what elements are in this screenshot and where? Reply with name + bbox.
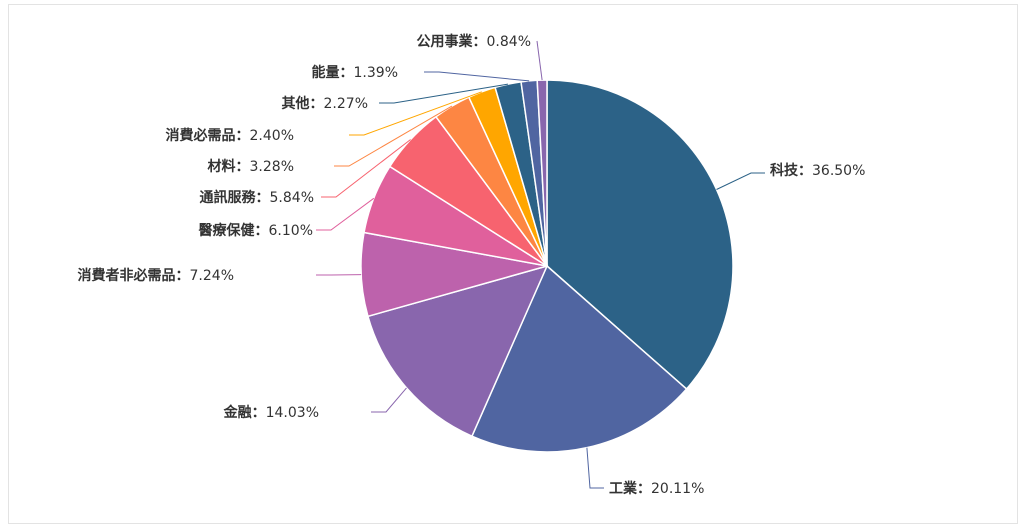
leader-line [536, 40, 543, 81]
leader-line [349, 91, 482, 136]
slice-label-value: 1.39% [354, 65, 398, 81]
slice-label: 工業：20.11% [609, 480, 704, 497]
slice-label-name: 公用事業： [417, 33, 487, 50]
slice-label: 金融：14.03% [223, 404, 319, 421]
leader-line [316, 197, 375, 231]
leader-line [321, 139, 411, 198]
slice-label: 材料：3.28% [208, 158, 294, 175]
slice-label-value: 36.50% [812, 163, 865, 179]
pie-slice[interactable] [470, 264, 688, 453]
slice-label: 公用事業：0.84% [417, 33, 531, 50]
slice-label-name: 消費者非必需品： [78, 267, 190, 284]
pie-slice[interactable] [367, 264, 549, 438]
slice-label-name: 材料： [208, 158, 250, 175]
pie-slices [360, 79, 734, 453]
slice-label-name: 科技： [770, 162, 812, 179]
slice-label-name: 能量： [312, 64, 354, 81]
slice-label: 能量：1.39% [312, 64, 398, 81]
slice-label-name: 工業： [609, 480, 651, 497]
slice-label-name: 消費必需品： [166, 127, 250, 144]
leader-line [334, 105, 453, 167]
leader-line [371, 387, 407, 413]
slice-label-value: 0.84% [487, 34, 531, 50]
slice-label: 科技：36.50% [770, 162, 865, 179]
leader-line [586, 447, 604, 489]
slice-label: 通訊服務：5.84% [200, 189, 314, 206]
chart-container: 科技：36.50% 工業：20.11% 金融：14.03% 消費者非必需品：7.24%… [8, 4, 1018, 524]
slice-label-value: 2.40% [250, 128, 294, 144]
slice-label-name: 其他： [282, 95, 324, 112]
slice-label-value: 2.27% [324, 96, 368, 112]
leader-line [379, 83, 509, 104]
slice-labels: 科技：36.50% 工業：20.11% 金融：14.03% 消費者非必需品：7.24%… [78, 33, 866, 497]
slice-label-value: 7.24% [190, 268, 234, 284]
leader-line [424, 71, 530, 82]
slice-label: 消費必需品：2.40% [166, 127, 294, 144]
slice-label-value: 6.10% [269, 223, 313, 239]
slice-label-value: 5.84% [270, 190, 314, 206]
slice-label: 消費者非必需品：7.24% [78, 267, 234, 284]
slice-label-name: 醫療保健： [199, 222, 269, 239]
slice-label-name: 金融： [223, 404, 266, 421]
slice-label-name: 通訊服務： [200, 189, 270, 206]
slice-label-value: 14.03% [266, 405, 319, 421]
slice-label-value: 20.11% [651, 481, 704, 497]
slice-label-value: 3.28% [250, 159, 294, 175]
slice-label: 醫療保健：6.10% [199, 222, 313, 239]
pie-chart: 科技：36.50% 工業：20.11% 金融：14.03% 消費者非必需品：7.24%… [78, 33, 866, 497]
leader-line [716, 172, 765, 190]
slice-label: 其他：2.27% [282, 95, 368, 112]
leader-lines [316, 40, 765, 489]
